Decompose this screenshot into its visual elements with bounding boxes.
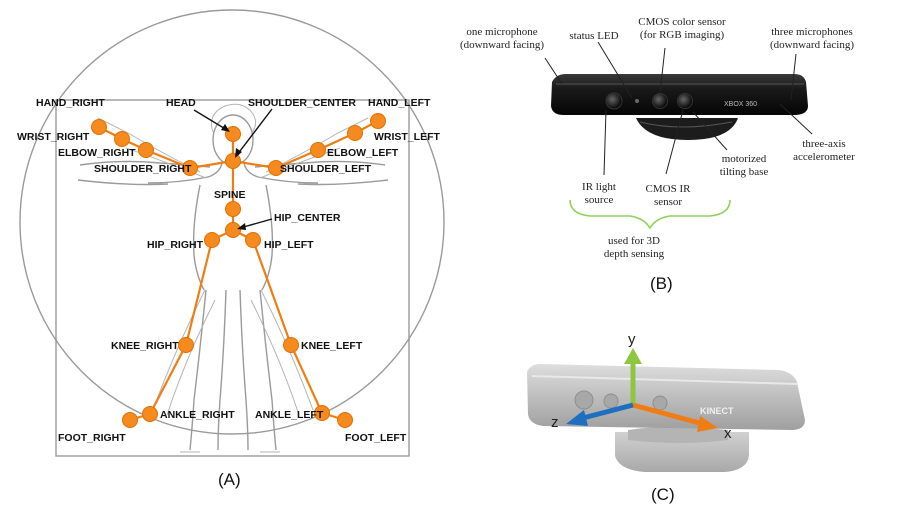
axis-label-y: y [628, 331, 636, 348]
kinect-device: XBOX 360 [551, 74, 808, 140]
label-depth-2: depth sensing [604, 248, 665, 260]
joint-ankle-left [314, 405, 330, 421]
label-accel-1: three-axis [802, 138, 845, 150]
label-hand-right: HAND_RIGHT [36, 97, 105, 109]
skeleton-joints [91, 113, 386, 428]
joint-hip-right [204, 232, 220, 248]
joint-shoulder-center [225, 153, 241, 169]
ir-emitter [605, 92, 623, 110]
axis-label-x: x [724, 425, 732, 442]
label-head: HEAD [166, 97, 196, 109]
component-labels: one microphone (downward facing) status … [460, 16, 855, 260]
label-one-mic-2: (downward facing) [460, 39, 544, 51]
label-ir-source-2: source [585, 194, 614, 206]
label-hip-right: HIP_RIGHT [147, 239, 204, 251]
label-pointers [193, 108, 273, 230]
component-pointers [544, 41, 813, 176]
label-three-mic-1: three microphones [771, 26, 853, 38]
panel-b-kinect-components: XBOX 360 one microphone (downward facing… [460, 16, 855, 293]
label-shoulder-left: SHOULDER_LEFT [280, 163, 372, 175]
label-knee-left: KNEE_LEFT [301, 340, 363, 352]
joint-elbow-left [310, 142, 326, 158]
joint-hip-center [225, 222, 241, 238]
label-ankle-right: ANKLE_RIGHT [160, 409, 235, 421]
kinect-logo: KINECT [700, 406, 734, 416]
joint-hand-left [370, 113, 386, 129]
label-shoulder-center: SHOULDER_CENTER [248, 97, 356, 109]
joint-labels: HAND_RIGHT HEAD SHOULDER_CENTER HAND_LEF… [17, 97, 440, 444]
z-axis-arrow [582, 402, 634, 421]
label-spine: SPINE [214, 189, 246, 201]
caption-a: (A) [218, 470, 241, 489]
label-elbow-left: ELBOW_LEFT [327, 147, 399, 159]
joint-head [225, 126, 241, 142]
label-shoulder-right: SHOULDER_RIGHT [94, 163, 192, 175]
label-ir-source-1: IR light [582, 181, 616, 193]
xbox-logo: XBOX 360 [724, 101, 757, 108]
joint-elbow-right [138, 142, 154, 158]
caption-b: (B) [650, 274, 673, 293]
label-three-mic-2: (downward facing) [770, 39, 854, 51]
label-depth-1: used for 3D [608, 235, 660, 247]
joint-wrist-left [347, 125, 363, 141]
label-hip-left: HIP_LEFT [264, 239, 314, 251]
axis-arrows [566, 348, 718, 432]
joint-hip-left [245, 232, 261, 248]
status-led [635, 99, 639, 103]
label-wrist-left: WRIST_LEFT [374, 131, 440, 143]
joint-foot-right [122, 412, 138, 428]
label-tilt-2: tilting base [720, 166, 769, 178]
axis-label-z: z [551, 414, 559, 431]
label-tilt-1: motorized [722, 153, 767, 165]
label-accel-2: accelerometer [793, 151, 855, 163]
label-cmos-color-1: CMOS color sensor [638, 16, 726, 28]
x-axis-arrow [632, 402, 704, 427]
caption-c: (C) [651, 485, 675, 504]
joint-shoulder-right [182, 160, 198, 176]
joint-spine [225, 201, 241, 217]
label-wrist-right: WRIST_RIGHT [17, 131, 90, 143]
label-hip-center: HIP_CENTER [274, 212, 341, 224]
panel-c-coordinate-system: KINECT y x z (C) [527, 331, 805, 504]
label-cmos-ir-1: CMOS IR [646, 183, 692, 195]
joint-shoulder-left [268, 160, 284, 176]
label-hand-left: HAND_LEFT [368, 97, 431, 109]
label-cmos-ir-2: sensor [654, 196, 682, 208]
joint-foot-left [337, 412, 353, 428]
label-knee-right: KNEE_RIGHT [111, 340, 179, 352]
ir-camera [677, 93, 693, 109]
depth-brace [569, 199, 731, 230]
joint-wrist-right [114, 131, 130, 147]
label-elbow-right: ELBOW_RIGHT [58, 147, 136, 159]
label-status-led: status LED [569, 30, 618, 42]
kinect-device-grey: KINECT [527, 364, 805, 472]
label-foot-left: FOOT_LEFT [345, 432, 407, 444]
panel-a-skeleton: HAND_RIGHT HEAD SHOULDER_CENTER HAND_LEF… [17, 9, 445, 489]
rgb-camera [652, 93, 668, 109]
label-foot-right: FOOT_RIGHT [58, 432, 126, 444]
label-cmos-color-2: (for RGB imaging) [640, 29, 725, 41]
joint-knee-left [283, 337, 299, 353]
label-one-mic-1: one microphone [466, 26, 537, 38]
vitruvian-drawing [19, 9, 445, 457]
joint-hand-right [91, 119, 107, 135]
label-ankle-left: ANKLE_LEFT [255, 409, 324, 421]
joint-ankle-right [142, 406, 158, 422]
joint-knee-right [178, 337, 194, 353]
